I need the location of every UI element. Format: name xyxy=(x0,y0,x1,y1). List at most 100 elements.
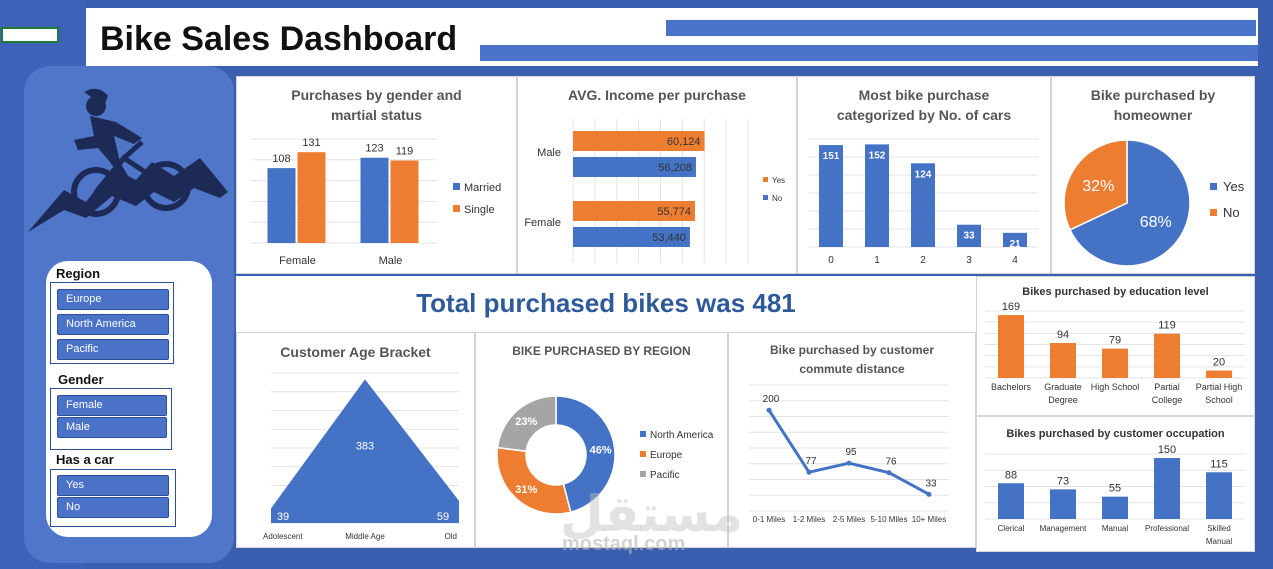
data-label: 60,124 xyxy=(667,136,701,148)
data-label: 79 xyxy=(1109,335,1121,347)
region-chart: 46% 31% 23% North America Europe Pacific xyxy=(496,395,714,515)
cars-panel: Most bike purchase categorized by No. of… xyxy=(797,76,1051,274)
commute-title: Bike purchased by customer commute dista… xyxy=(769,343,935,376)
header-accent-bar-bottom xyxy=(480,45,1258,61)
legend-label: No xyxy=(772,194,783,203)
watermark-latin: mostaql.com xyxy=(562,533,686,555)
data-label: 151 xyxy=(823,151,840,162)
gender-female-button[interactable]: Female xyxy=(57,395,167,416)
tick-label: School xyxy=(1205,395,1233,405)
data-label: 108 xyxy=(272,153,290,165)
data-label: 123 xyxy=(365,143,383,155)
data-label: 119 xyxy=(1158,320,1176,332)
age-chart: 39 383 59 Adolescent Middle Age Old xyxy=(263,372,459,541)
tick-label: Degree xyxy=(1048,395,1078,405)
bar xyxy=(267,168,296,243)
education-panel: Bikes purchased by education level 169 Ba… xyxy=(976,276,1255,416)
car-yes-button[interactable]: Yes xyxy=(57,475,169,496)
gender-slicer: Female Male xyxy=(50,388,172,450)
tick-label: Female xyxy=(524,217,561,229)
legend-swatch xyxy=(1210,183,1217,190)
legend-swatch xyxy=(453,183,460,190)
tick-label: College xyxy=(1152,395,1183,405)
data-label: 150 xyxy=(1158,444,1176,456)
tick-label: Manual xyxy=(1206,537,1232,546)
data-label: 73 xyxy=(1057,475,1069,487)
tick-label: 4 xyxy=(1012,255,1018,266)
occupation-chart: 88 Clerical 73 Management 55 Manual 150 Profess… xyxy=(985,444,1245,546)
data-label: 59 xyxy=(437,511,449,523)
bar xyxy=(1102,348,1128,378)
area-fill xyxy=(271,379,459,523)
car-slicer: Yes No xyxy=(50,469,176,527)
bar xyxy=(1003,232,1027,247)
data-point xyxy=(766,407,772,413)
legend-swatch xyxy=(763,195,768,200)
region-pacific-button[interactable]: Pacific xyxy=(57,339,169,360)
data-label: 21 xyxy=(1009,239,1021,250)
commute-chart: 200 0-1 Miles 77 1-2 Miles 95 2-5 Miles 76 5-10… xyxy=(749,384,949,524)
region-europe-button[interactable]: Europe xyxy=(57,289,169,310)
gender-slicer-title: Gender xyxy=(58,372,104,387)
data-label: 94 xyxy=(1057,329,1069,341)
homeowner-chart: 68% 32% Yes No xyxy=(1063,139,1245,267)
cars-title: Most bike purchase categorized by No. of… xyxy=(836,87,1012,123)
gender-marital-panel: Purchases by gender and martial status 1… xyxy=(236,76,517,274)
data-label: 20 xyxy=(1213,357,1225,369)
dashboard-title: Bike Sales Dashboard xyxy=(100,20,458,58)
data-label: 115 xyxy=(1210,458,1228,470)
legend-label: North America xyxy=(650,430,714,441)
legend-swatch xyxy=(640,471,646,477)
bar xyxy=(573,157,696,177)
legend-label: Pacific xyxy=(650,470,679,481)
data-label: 53,440 xyxy=(652,232,686,244)
region-north-america-button[interactable]: North America xyxy=(57,314,169,335)
bar xyxy=(1102,496,1128,519)
data-point xyxy=(806,469,812,475)
occupation-panel: Bikes purchased by customer occupation 8… xyxy=(976,416,1255,552)
homeowner-title: Bike purchased by homeowner xyxy=(1090,87,1216,123)
bar xyxy=(865,144,889,247)
bar xyxy=(1050,343,1076,378)
occupation-title: Bikes purchased by customer occupation xyxy=(1006,428,1225,440)
gender-marital-chart: 108 131 Female 123 119 Male Married Single xyxy=(251,137,501,267)
tick-label: 3 xyxy=(966,255,972,266)
tick-label: 2 xyxy=(920,255,926,266)
pie-slice xyxy=(496,395,557,453)
bar xyxy=(1154,458,1180,519)
education-title: Bikes purchased by education level xyxy=(1022,286,1209,298)
legend-swatch xyxy=(640,431,646,437)
avg-income-title: AVG. Income per purchase xyxy=(568,87,746,103)
gender-male-button[interactable]: Male xyxy=(57,417,167,438)
data-label: 200 xyxy=(763,394,780,405)
pie-slice xyxy=(1068,139,1191,267)
slicer-panel: Region Europe North America Pacific Gend… xyxy=(46,261,212,537)
bar xyxy=(1206,370,1232,378)
bar xyxy=(957,224,981,247)
data-label: 383 xyxy=(356,440,374,452)
region-slicer: Europe North America Pacific xyxy=(50,282,174,364)
bar xyxy=(1154,333,1180,378)
pie-slice xyxy=(555,395,616,514)
age-title: Customer Age Bracket xyxy=(280,344,431,360)
tick-label: Bachelors xyxy=(991,382,1032,392)
legend-swatch xyxy=(453,205,460,212)
data-label: 33 xyxy=(963,231,975,242)
bar xyxy=(360,157,389,243)
bar xyxy=(573,201,696,221)
data-label: 131 xyxy=(302,137,320,149)
tick-label: 2-5 Miles xyxy=(833,515,865,524)
age-panel: Customer Age Bracket 39 383 59 Adolescent Mi… xyxy=(236,332,475,548)
bar xyxy=(819,145,843,247)
bar xyxy=(390,160,419,243)
data-label: 33 xyxy=(925,478,937,489)
data-label: 23% xyxy=(515,416,537,428)
car-no-button[interactable]: No xyxy=(57,497,169,518)
data-label: 76 xyxy=(885,457,897,468)
dashboard-header: Bike Sales Dashboard xyxy=(86,8,1258,66)
tick-label: Male xyxy=(537,147,561,159)
cell-selection-marker[interactable] xyxy=(1,27,59,43)
bar xyxy=(573,131,705,151)
data-label: 119 xyxy=(396,145,414,157)
legend-swatch xyxy=(1210,209,1217,216)
